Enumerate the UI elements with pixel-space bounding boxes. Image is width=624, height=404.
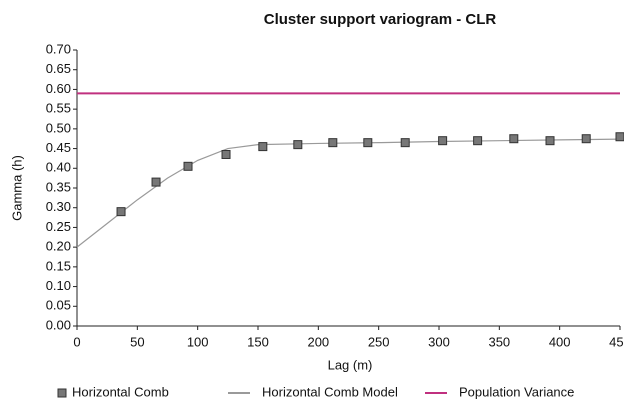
y-tick-label: 0.05 (46, 298, 71, 313)
x-tick-label: 50 (130, 334, 144, 349)
y-tick-label: 0.15 (46, 258, 71, 273)
legend-label: Population Variance (459, 384, 574, 399)
x-tick-label: 200 (307, 334, 329, 349)
y-tick-label: 0.45 (46, 140, 71, 155)
x-tick-label: 0 (73, 334, 80, 349)
y-tick-label: 0.30 (46, 199, 71, 214)
x-tick-label: 350 (488, 334, 510, 349)
y-tick-label: 0.40 (46, 160, 71, 175)
data-point (509, 134, 519, 144)
x-tick-label: 300 (428, 334, 450, 349)
data-point (183, 161, 193, 171)
y-tick-label: 0.25 (46, 219, 71, 234)
data-point (258, 142, 268, 152)
y-tick-label: 0.65 (46, 61, 71, 76)
chart-title: Cluster support variogram - CLR (264, 11, 497, 28)
data-point (438, 136, 448, 146)
data-point (328, 138, 338, 148)
x-tick-label: 100 (187, 334, 209, 349)
data-point (545, 136, 555, 146)
data-point (363, 138, 373, 148)
x-tick-label: 250 (368, 334, 390, 349)
y-tick-label: 0.00 (46, 317, 71, 332)
series-line (76, 138, 621, 248)
y-tick-label: 0.20 (46, 239, 71, 254)
legend-marker (57, 388, 67, 398)
legend-label: Horizontal Comb (72, 384, 169, 399)
x-axis-label: Lag (m) (328, 357, 373, 372)
data-point (581, 134, 591, 144)
data-point (221, 149, 231, 159)
data-point (615, 132, 624, 142)
data-point (151, 177, 161, 187)
data-point (116, 207, 126, 217)
data-point (473, 136, 483, 146)
y-axis-label: Gamma (h) (9, 155, 24, 221)
y-tick-label: 0.50 (46, 120, 71, 135)
x-tick-label: 400 (549, 334, 571, 349)
x-tick-label: 150 (247, 334, 269, 349)
y-tick-label: 0.55 (46, 101, 71, 116)
y-tick-label: 0.10 (46, 278, 71, 293)
legend-label: Horizontal Comb Model (262, 384, 398, 399)
x-tick-label: 450 (609, 334, 624, 349)
y-tick-label: 0.60 (46, 81, 71, 96)
y-tick-label: 0.35 (46, 179, 71, 194)
y-tick-label: 0.70 (46, 41, 71, 56)
data-point (293, 140, 303, 150)
data-point (400, 138, 410, 148)
